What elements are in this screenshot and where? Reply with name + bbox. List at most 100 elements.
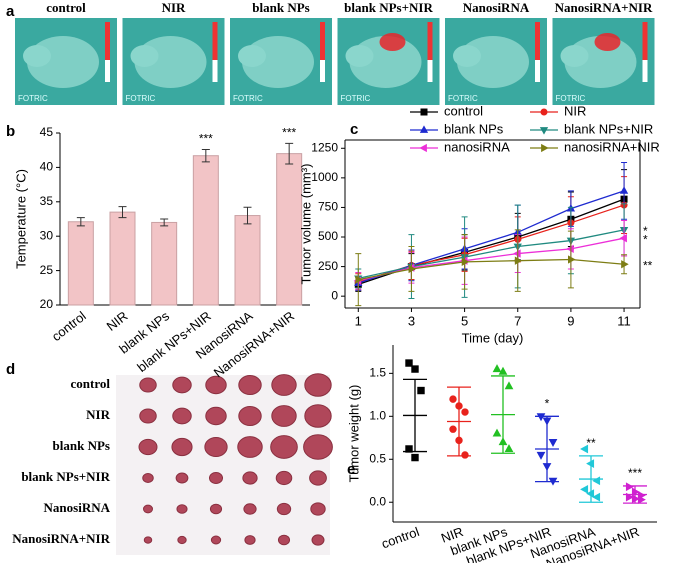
error-bar xyxy=(76,217,85,227)
marker xyxy=(419,125,429,133)
colorbar xyxy=(535,60,540,82)
image-label: blank NPs xyxy=(252,0,309,15)
tumor xyxy=(270,435,298,459)
x-tick-label: 1 xyxy=(355,313,362,328)
bar xyxy=(192,155,219,306)
brand: FOTRIC xyxy=(18,94,48,103)
annotation: * xyxy=(643,232,648,246)
marker xyxy=(492,428,502,437)
annotation: *** xyxy=(282,125,296,139)
tumor xyxy=(172,407,192,425)
y-tick-label: 0.0 xyxy=(369,494,386,508)
panel-label: e xyxy=(347,461,355,478)
image-label: NIR xyxy=(162,0,186,15)
marker xyxy=(539,127,549,135)
image-label: blank NPs+NIR xyxy=(344,0,433,15)
series-line xyxy=(358,258,625,281)
marker xyxy=(504,444,514,453)
colorbar xyxy=(642,22,648,82)
error-bar xyxy=(118,206,127,219)
tumor xyxy=(238,374,262,396)
colorbar xyxy=(105,60,110,82)
tumor xyxy=(271,374,297,396)
tumor xyxy=(176,504,188,514)
tumor xyxy=(210,535,222,545)
marker xyxy=(621,260,629,269)
tumor xyxy=(277,534,291,546)
x-axis-label: Time (day) xyxy=(462,330,524,345)
y-tick-label: 500 xyxy=(318,229,338,243)
marker xyxy=(540,108,548,116)
y-tick-label: 1.5 xyxy=(369,366,386,380)
mouse-head xyxy=(130,45,159,67)
x-tick-label: 3 xyxy=(408,313,415,328)
colorbar xyxy=(427,60,433,82)
colorbar xyxy=(535,22,540,82)
row-label: NIR xyxy=(86,407,110,422)
tumor xyxy=(276,502,292,516)
bar xyxy=(67,221,94,306)
tumor xyxy=(143,536,153,544)
annotation: * xyxy=(643,224,648,238)
marker xyxy=(417,386,425,395)
tumor xyxy=(204,437,228,457)
tumor xyxy=(238,405,262,427)
series-line xyxy=(358,229,625,280)
series-line xyxy=(358,237,625,282)
y-tick-label: 0 xyxy=(331,288,338,302)
tumor xyxy=(243,503,257,515)
tumor xyxy=(303,434,333,460)
marker xyxy=(637,495,646,505)
mouse-head xyxy=(453,45,481,67)
tumor xyxy=(139,408,157,424)
marker xyxy=(408,264,417,274)
tumor-photo xyxy=(116,375,330,555)
marker xyxy=(541,143,549,153)
error-bar xyxy=(491,375,515,454)
mouse-head xyxy=(560,45,589,67)
tumor xyxy=(309,470,327,486)
row-label: blank NPs+NIR xyxy=(21,469,110,484)
image-label: control xyxy=(46,0,86,15)
brand: FOTRIC xyxy=(341,94,371,103)
marker xyxy=(568,255,576,264)
colorbar xyxy=(212,60,218,82)
heat-spot xyxy=(379,33,406,51)
marker xyxy=(449,395,457,403)
mouse-head xyxy=(345,45,374,67)
colorbar xyxy=(427,22,433,82)
tumor xyxy=(209,503,223,515)
tumor xyxy=(275,470,293,486)
marker xyxy=(498,366,508,375)
y-axis-label: Temperature (°C) xyxy=(13,169,28,269)
marker xyxy=(619,234,627,243)
tumor xyxy=(139,377,157,393)
y-axis-label: Tumor weight (g) xyxy=(346,385,361,483)
tumor xyxy=(244,535,256,545)
heat-spot xyxy=(594,33,621,51)
x-tick-label: control xyxy=(379,524,421,551)
y-tick-label: 250 xyxy=(318,259,338,273)
marker xyxy=(619,186,629,194)
tumor xyxy=(142,473,154,483)
marker xyxy=(461,257,470,267)
brand: FOTRIC xyxy=(556,94,586,103)
tumor xyxy=(177,535,187,545)
marker xyxy=(625,482,634,492)
tumor xyxy=(311,534,325,546)
tumor xyxy=(237,436,263,458)
panel-label: a xyxy=(6,3,15,20)
error-bar xyxy=(447,386,471,457)
colorbar xyxy=(212,22,218,82)
bar xyxy=(234,215,261,306)
row-label: blank NPs xyxy=(53,438,110,453)
marker xyxy=(355,275,363,284)
x-tick-label: blank NPs+NIR xyxy=(134,308,214,375)
marker xyxy=(461,408,469,416)
marker xyxy=(492,364,502,373)
panel-label: b xyxy=(6,123,15,140)
marker xyxy=(580,444,589,454)
tumor xyxy=(208,471,224,485)
brand: FOTRIC xyxy=(448,94,478,103)
